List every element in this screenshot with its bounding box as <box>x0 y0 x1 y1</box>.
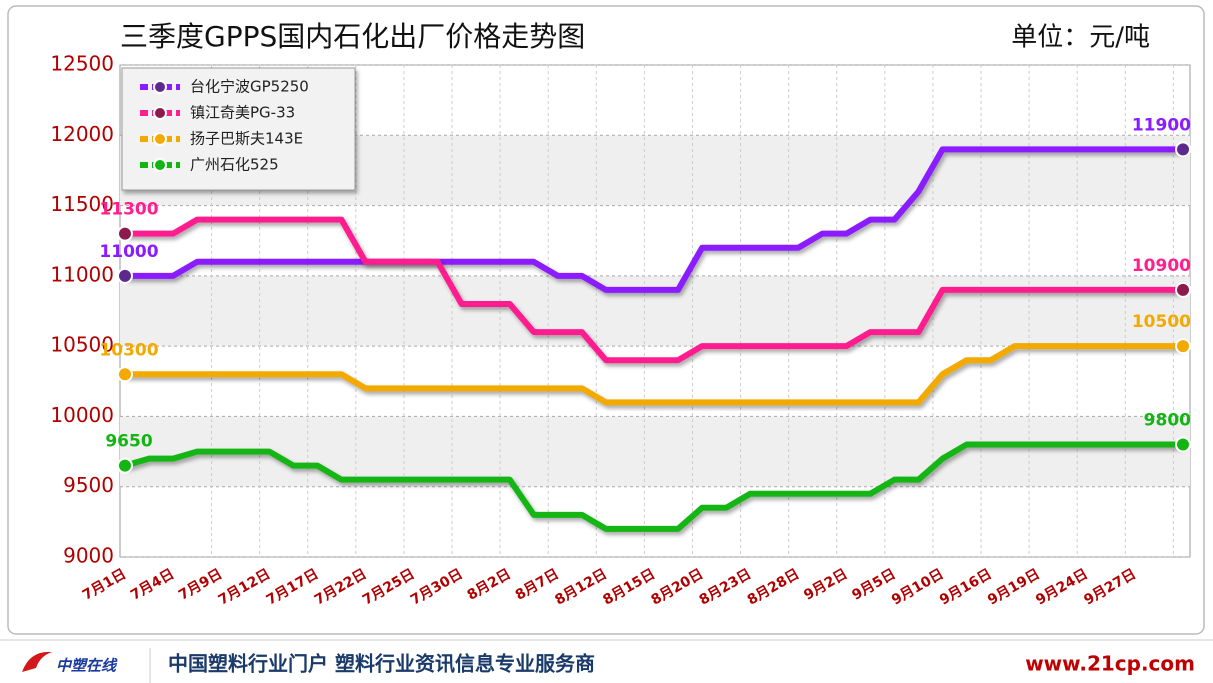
end-marker <box>1175 338 1191 355</box>
series-line <box>125 343 1183 406</box>
legend-marker <box>153 106 167 120</box>
data-label: 11900 <box>1132 115 1191 135</box>
grid-band <box>120 416 1190 487</box>
data-label: 11300 <box>99 200 158 220</box>
legend-label: 台化宁波GP5250 <box>190 78 309 96</box>
end-marker <box>117 457 133 474</box>
y-tick-label: 9000 <box>63 544 114 568</box>
data-label: 10900 <box>1132 256 1191 276</box>
footer-url: www.21cp.com <box>1025 652 1195 676</box>
end-marker <box>1175 281 1191 298</box>
y-tick-label: 12500 <box>50 52 114 76</box>
legend-marker <box>153 158 167 172</box>
end-marker <box>117 366 133 383</box>
data-label: 10500 <box>1132 312 1191 332</box>
footer-slogan: 中国塑料行业门户 塑料行业资讯信息专业服务商 <box>168 652 595 676</box>
legend-marker <box>153 80 167 94</box>
end-marker <box>1175 141 1191 158</box>
logo-text: 中塑在线 <box>56 657 118 675</box>
y-tick-label: 10000 <box>50 403 114 427</box>
y-tick-label: 12000 <box>50 122 114 146</box>
end-marker <box>117 267 133 284</box>
y-tick-label: 11500 <box>50 192 114 216</box>
data-label: 9650 <box>105 432 152 452</box>
series-line <box>125 216 1183 364</box>
y-tick-label: 11000 <box>50 262 114 286</box>
unit-label: 单位：元/吨 <box>1011 23 1150 53</box>
legend: 台化宁波GP5250 镇江奇美PG-33 扬子巴斯夫143E 广州石化525 <box>121 67 356 191</box>
logo-mark <box>22 651 52 672</box>
chart-title: 三季度GPPS国内石化出厂价格走势图 <box>120 20 585 53</box>
data-label: 11000 <box>99 242 158 262</box>
y-tick-label: 10500 <box>50 333 114 357</box>
legend-label: 广州石化525 <box>190 156 279 174</box>
legend-marker <box>153 132 167 146</box>
series-line <box>124 441 1183 532</box>
series-line <box>125 146 1183 293</box>
legend-label: 镇江奇美PG-33 <box>190 104 295 122</box>
data-label: 10300 <box>99 340 158 360</box>
end-marker <box>1175 436 1191 453</box>
end-marker <box>117 225 133 242</box>
y-tick-label: 9500 <box>63 473 114 497</box>
legend-label: 扬子巴斯夫143E <box>190 130 303 148</box>
data-label: 9800 <box>1144 411 1191 431</box>
